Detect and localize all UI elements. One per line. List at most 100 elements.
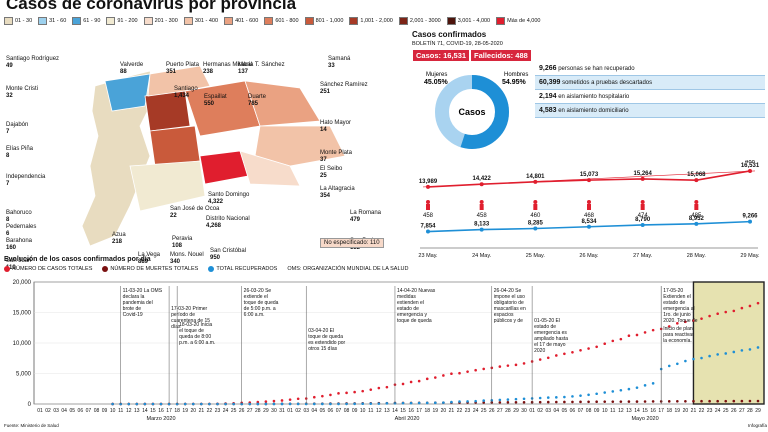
deaths-point: [555, 400, 558, 404]
recovered-point: [563, 395, 566, 399]
annotation-text: 01-05-20 El: [534, 318, 560, 324]
stat-text: sometidos a pruebas descartados: [562, 80, 653, 86]
daily-date-label: 26 May.: [579, 253, 599, 259]
province-value: 340: [170, 259, 181, 265]
province-name: San Cristóbal: [210, 248, 247, 254]
x-tick-label: 13: [626, 408, 632, 414]
recovered-point: [684, 359, 687, 363]
x-tick-label: 03: [53, 408, 59, 414]
recovered-point: [135, 402, 139, 406]
x-tick-label: 04: [61, 408, 67, 414]
legend-swatch: [106, 17, 116, 25]
cases-point: [579, 348, 582, 352]
cases-point: [450, 372, 453, 376]
province-value: 4,268: [206, 223, 222, 229]
legend-swatch: [446, 17, 456, 25]
daily-case-point: [426, 184, 430, 189]
cases-point: [732, 309, 736, 313]
cases-point: [442, 374, 445, 377]
province-value: 785: [248, 101, 259, 107]
province-name: Puerto Plata: [166, 62, 200, 68]
evolution-title: Evolución de los casos confirmados por d…: [4, 256, 151, 263]
province-name: Santiago Rodríguez: [6, 56, 60, 62]
daily-recovered-point: [587, 224, 591, 229]
month-label: Mayo 2020: [631, 416, 658, 422]
x-tick-label: 30: [271, 408, 277, 414]
legend-swatch: [224, 17, 234, 25]
death-label: 485: [691, 213, 702, 219]
x-tick-label: 15: [642, 408, 648, 414]
cases-point: [740, 306, 744, 310]
province-name: Dajabón: [6, 122, 29, 128]
daily-case-point: [533, 179, 538, 184]
stat-value: 2,194: [539, 93, 557, 100]
legend-swatch: [496, 17, 506, 25]
cases-point: [377, 386, 381, 390]
cases-point: [401, 382, 405, 386]
annotation-text: cuarentena de 15: [171, 318, 210, 324]
credit-note: Infografía: [748, 423, 768, 428]
daily-case-label: 16,531: [741, 163, 760, 169]
recovered-point: [603, 391, 607, 394]
deaths-point: [756, 399, 760, 403]
cases-point: [417, 379, 421, 383]
recovered-point: [595, 392, 598, 396]
annotation-text: p.m. a 6:00 a.m.: [179, 340, 215, 346]
recovered-point: [651, 382, 655, 385]
x-tick-label: 25: [481, 408, 487, 414]
x-tick-label: 15: [400, 408, 406, 414]
confirmed-title: Casos confirmados: [412, 30, 487, 39]
legend-label: 1,001 - 2,000: [360, 18, 393, 24]
legend-item: 3,001 - 4,000: [446, 16, 490, 26]
no-especificado: No especificado: 110: [320, 238, 384, 248]
cases-point: [522, 362, 526, 365]
recovered-point: [296, 402, 300, 406]
cases-point: [756, 301, 760, 305]
x-tick-label: 25: [723, 408, 729, 414]
province-label: San Cristóbal 950: [210, 248, 246, 262]
province-value: 950: [210, 255, 221, 261]
cases-point: [264, 400, 268, 403]
province-value: 25: [320, 173, 327, 179]
deaths-point: [732, 399, 736, 403]
annotation-text: ampliado hasta: [534, 336, 568, 342]
map-east: [254, 125, 346, 167]
legend-recovered: TOTAL RECUPERADOS: [208, 266, 277, 272]
death-label: 488: [745, 160, 756, 165]
annotation-text: brote de: [123, 306, 142, 312]
death-figure-icon: [479, 200, 484, 210]
annotation-text: 26-03-20 Se: [244, 288, 272, 294]
province-value: 1,434: [174, 93, 190, 99]
province-value: 238: [203, 69, 214, 75]
daily-case-point: [479, 182, 484, 187]
province-value: 22: [170, 213, 177, 219]
annotation-text: emergencia al: [663, 306, 694, 312]
cases-point: [684, 320, 687, 324]
province-name: Barahona: [6, 238, 33, 244]
deaths-point: [482, 401, 486, 404]
recovered-point: [708, 354, 711, 358]
daily-recovered-label: 8,790: [635, 217, 651, 223]
province-value: 479: [350, 217, 361, 223]
province-name: Hermanas Mirabal: [203, 62, 253, 68]
map-east-north: [244, 80, 321, 127]
annotation-text: toque de queda: [397, 318, 432, 324]
stat-text: en aislamiento domiciliario: [558, 108, 629, 114]
stat-text: personas se han recuperado: [558, 66, 635, 72]
daily-date-label: 25 May.: [526, 253, 546, 259]
province-label: Azua 218: [112, 232, 126, 246]
cases-point: [369, 388, 373, 391]
map-puerto-plata: [147, 65, 211, 97]
legend-swatch: [72, 17, 82, 25]
cases-point: [724, 310, 728, 314]
cases-point: [466, 370, 469, 373]
cases-point: [288, 398, 292, 401]
deaths-point: [563, 400, 566, 404]
x-tick-label: 22: [699, 408, 705, 414]
stat-text: en aislamiento hospitalario: [558, 94, 630, 100]
legend-label: 31 - 60: [49, 18, 67, 24]
recovered-point: [458, 400, 461, 403]
legend-item: 301 - 400: [183, 16, 218, 26]
cases-point: [643, 331, 647, 334]
annotation-text: emergencia es: [534, 330, 567, 336]
